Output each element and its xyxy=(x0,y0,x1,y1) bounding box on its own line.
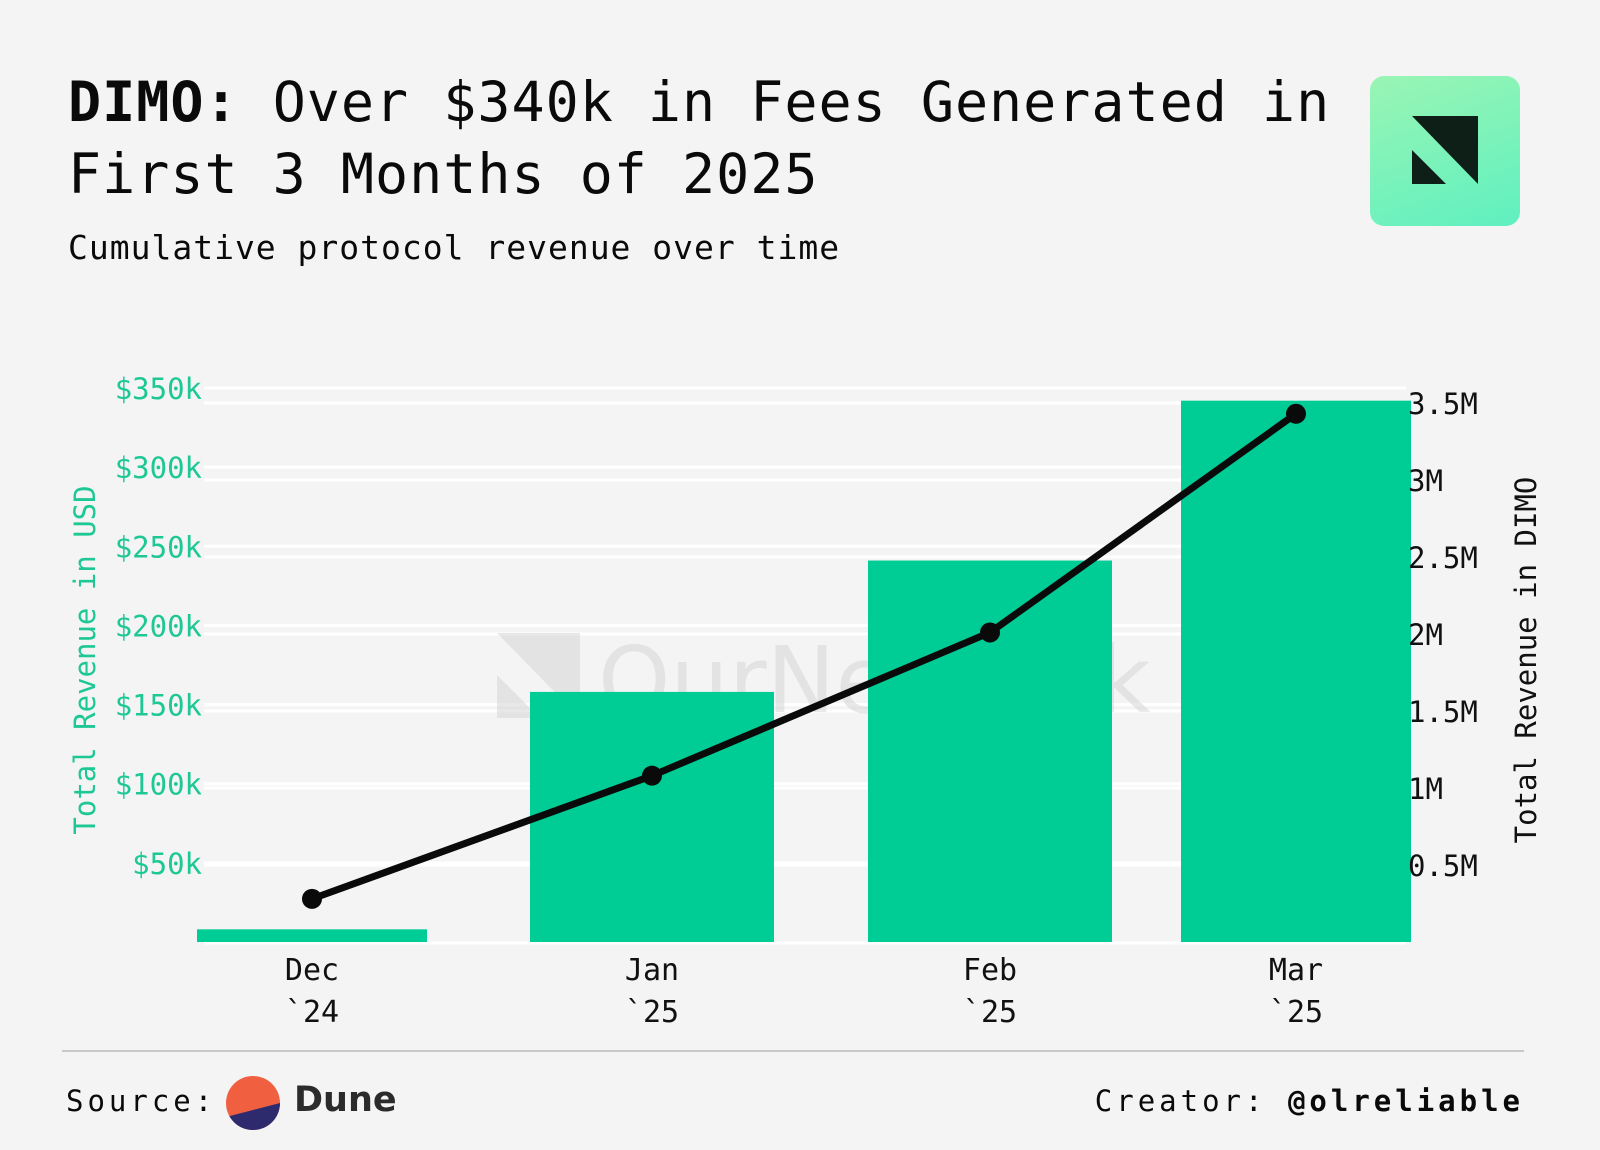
left-axis: $50k $100k $150k $200k $250k $300k $350k Total … xyxy=(68,372,203,881)
x-tick-label-0-1: `24 xyxy=(285,995,339,1030)
bar-3 xyxy=(1181,400,1411,943)
left-tick-label-2: $150k xyxy=(115,689,203,723)
chart-canvas: OurNetwork$50k$100k$150k$200k$250k$300k$… xyxy=(68,372,1543,1030)
chart-title: DIMO: Over $340k in Fees Generated in Fi… xyxy=(68,66,1368,210)
chart-subtitle: Cumulative protocol revenue over time xyxy=(68,228,841,267)
left-tick-label-0: $50k xyxy=(132,847,202,881)
x-tick-label-1-0: Jan xyxy=(625,953,679,988)
creator-credit: Creator: @olreliable xyxy=(1095,1084,1524,1118)
ournetwork-logo xyxy=(1370,76,1520,226)
x-axis: Dec `24 Jan `25 Feb `25 Mar `25 xyxy=(285,953,1323,1030)
left-tick-label-6: $350k xyxy=(115,372,203,406)
right-axis: 0.5M 1M 1.5M 2M 2.5M 3M 3.5M Total Revenue in D… xyxy=(1408,387,1543,883)
right-axis-label: Total Revenue in DIMO xyxy=(1509,477,1543,844)
bars xyxy=(197,400,1411,943)
right-tick-label-1: 1M xyxy=(1408,772,1443,806)
right-tick-label-4: 2.5M xyxy=(1408,541,1478,575)
line-point-2 xyxy=(980,622,1000,643)
source-label: Source: xyxy=(66,1084,217,1118)
x-tick-label-1-1: `25 xyxy=(625,995,679,1030)
chart-title-rest: Over $340k in Fees Generated in First 3 … xyxy=(68,70,1331,206)
x-tick-label-2-1: `25 xyxy=(963,995,1017,1030)
source-name: Dune xyxy=(294,1080,397,1120)
right-tick-label-2: 1.5M xyxy=(1408,695,1478,729)
left-tick-label-3: $200k xyxy=(115,609,203,643)
revenue-dimo-line xyxy=(310,410,1299,903)
bar-1 xyxy=(530,691,774,942)
creator-handle: @olreliable xyxy=(1287,1084,1524,1118)
left-tick-label-5: $300k xyxy=(115,451,203,485)
right-tick-label-6: 3.5M xyxy=(1408,387,1478,421)
right-tick-label-0: 0.5M xyxy=(1408,849,1478,883)
bar-0 xyxy=(197,929,427,942)
chart-title-lead: DIMO: xyxy=(68,70,239,134)
dune-logo-icon xyxy=(226,1076,280,1130)
left-axis-label: Total Revenue in USD xyxy=(68,485,102,834)
right-tick-label-3: 2M xyxy=(1408,618,1443,652)
left-tick-label-1: $100k xyxy=(115,768,203,802)
creator-label: Creator: xyxy=(1094,1084,1267,1118)
x-tick-label-3-0: Mar xyxy=(1269,953,1323,988)
x-tick-label-3-1: `25 xyxy=(1269,995,1323,1030)
line-point-0 xyxy=(302,888,322,909)
line-point-1 xyxy=(642,765,662,786)
x-tick-label-0-0: Dec xyxy=(285,953,339,988)
ournetwork-logo-icon xyxy=(1412,116,1478,184)
right-tick-label-5: 3M xyxy=(1408,464,1443,498)
line-point-3 xyxy=(1286,403,1306,424)
footer-divider xyxy=(62,1050,1524,1052)
bar-2 xyxy=(868,560,1112,942)
x-tick-label-2-0: Feb xyxy=(963,953,1017,988)
left-tick-label-4: $250k xyxy=(115,530,203,564)
watermark-logo-icon-corner xyxy=(497,675,540,718)
